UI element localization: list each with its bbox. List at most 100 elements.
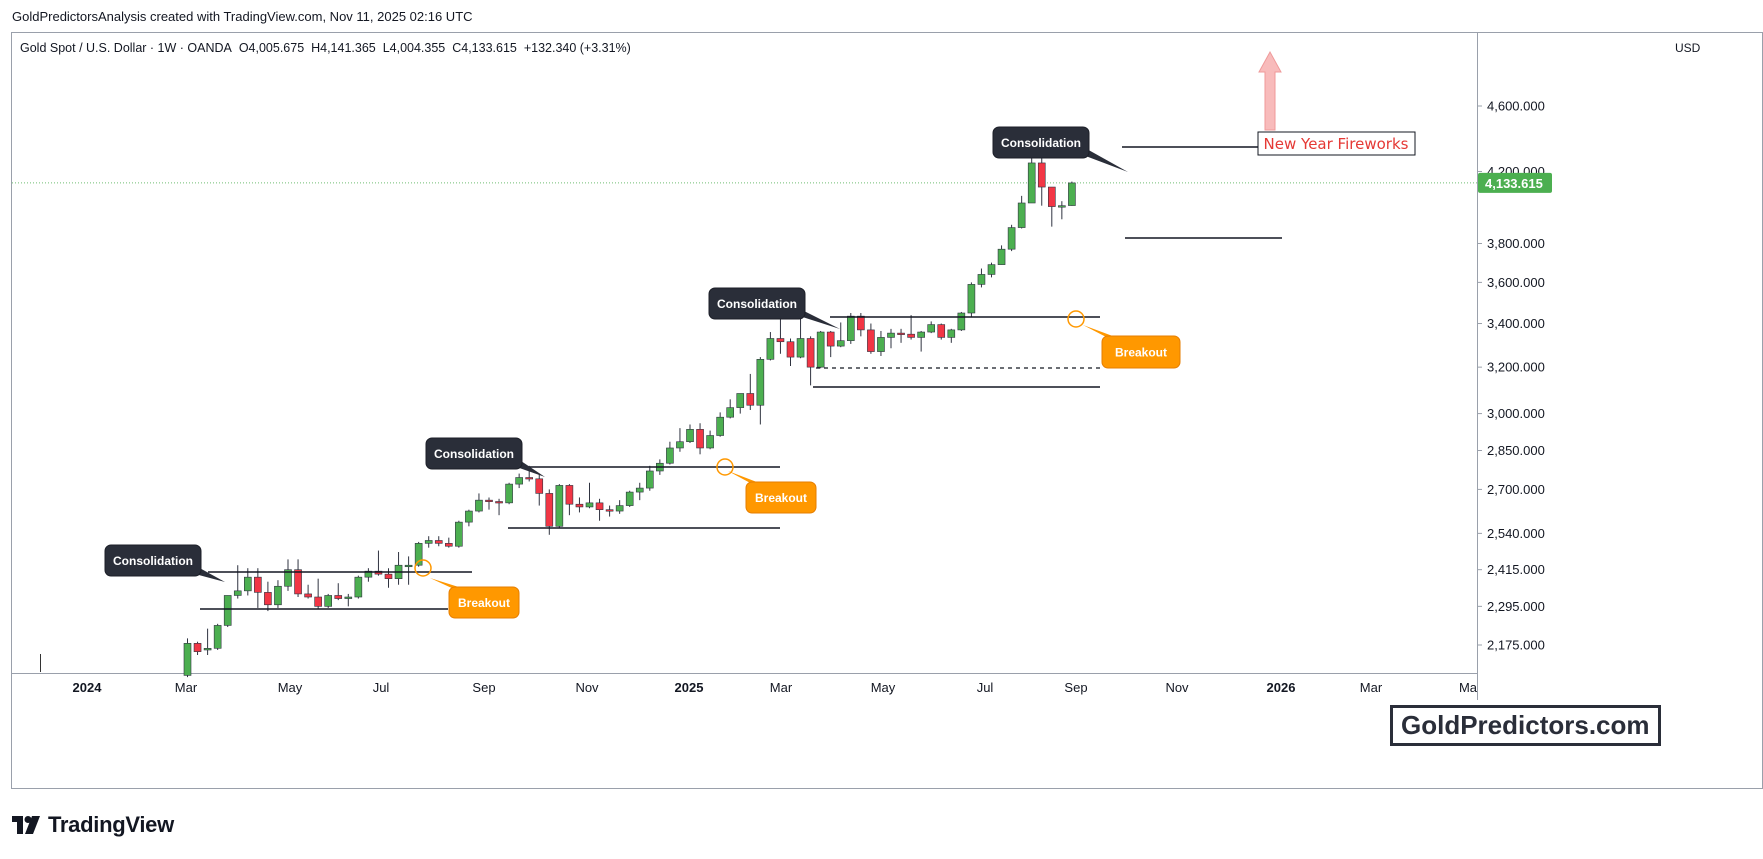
candle-up	[716, 416, 724, 436]
target-label-box	[1257, 131, 1416, 156]
last-price-badge	[1478, 172, 1552, 193]
candle-up	[455, 521, 463, 547]
y-tick-label: 3,000.000	[1487, 406, 1545, 421]
candle-up	[615, 505, 624, 512]
candle-up	[505, 483, 513, 504]
breakout-circle	[716, 458, 734, 476]
candle-up	[223, 595, 232, 626]
breakout-circle	[1067, 310, 1085, 328]
candle-down	[907, 333, 915, 338]
breakout-callout-box	[745, 481, 817, 514]
last-price-label: 4,133.615	[1485, 176, 1543, 191]
currency-label[interactable]: USD	[1675, 41, 1701, 55]
candle-down	[806, 338, 815, 368]
consolidation-callout-box	[425, 437, 523, 470]
y-tick-label: 3,600.000	[1487, 275, 1545, 290]
breakout-callout-label: Breakout	[755, 491, 807, 505]
candle-down	[565, 485, 574, 505]
x-tick-label: Nov	[1165, 680, 1189, 695]
candle-up	[344, 596, 353, 599]
candle-up	[1007, 227, 1016, 250]
candle-up	[676, 441, 684, 449]
candle-up	[244, 576, 252, 592]
candle-down	[304, 593, 312, 598]
candle-down	[595, 502, 604, 510]
y-tick-label: 3,400.000	[1487, 316, 1545, 331]
candle-down	[193, 643, 202, 652]
x-tick-label: 2024	[73, 680, 103, 695]
consolidation-callout-box	[104, 544, 202, 577]
consolidation-callout-label: Consolidation	[717, 297, 797, 311]
ohlc-change: +132.340 (+3.31%)	[523, 41, 631, 55]
candle-up	[324, 595, 333, 607]
candle-up	[475, 499, 483, 512]
x-tick-label: Mar	[1360, 680, 1383, 695]
candle-up	[1058, 205, 1066, 208]
candle-down	[264, 592, 272, 606]
candle-down	[254, 576, 262, 593]
candle-up	[846, 315, 855, 341]
consolidation-callout-box	[708, 287, 806, 320]
candle-down	[545, 493, 554, 527]
candle-up	[465, 510, 473, 523]
consolidation-callout-label: Consolidation	[1001, 136, 1081, 150]
candle-up	[585, 502, 594, 508]
tradingview-wordmark: TradingView	[48, 812, 174, 837]
candle-up	[625, 491, 634, 506]
x-tick-label: 2025	[675, 680, 704, 695]
candle-up	[1068, 182, 1076, 206]
target-arrow-icon	[1258, 50, 1282, 131]
breakout-callout-label: Breakout	[1115, 346, 1167, 360]
x-tick-label: Jul	[373, 680, 390, 695]
candle-up	[1017, 202, 1026, 228]
symbol-legend: Gold Spot / U.S. Dollar · 1W · OANDA O4,…	[20, 41, 631, 55]
y-tick-label: 2,175.000	[1487, 638, 1545, 653]
y-tick-label: 2,700.000	[1487, 482, 1545, 497]
ohlc-open: O4,005.675	[238, 41, 305, 55]
candle-up	[284, 569, 292, 587]
y-tick-label: 2,850.000	[1487, 443, 1545, 458]
chart-credit: GoldPredictorsAnalysis created with Trad…	[12, 9, 473, 24]
candle-up	[977, 274, 986, 285]
x-tick-label: 2026	[1267, 680, 1296, 695]
candle-up	[957, 312, 966, 331]
candle-down	[786, 341, 795, 358]
x-tick-label: May	[871, 680, 896, 695]
y-tick-label: 4,600.000	[1487, 99, 1545, 114]
candle-up	[515, 477, 523, 485]
candle-down	[384, 573, 393, 579]
watermark: GoldPredictors.com	[1390, 705, 1661, 746]
candle-up	[354, 576, 363, 598]
candle-down	[746, 393, 755, 406]
candle-down	[575, 503, 584, 508]
candle-up	[736, 393, 745, 408]
candle-up	[414, 543, 423, 566]
tradingview-logo-icon	[12, 816, 40, 834]
breakout-callout-box	[1101, 335, 1181, 369]
candle-up	[233, 590, 242, 596]
y-tick-label: 3,200.000	[1487, 360, 1545, 375]
candle-up	[726, 407, 735, 418]
candle-up	[917, 331, 925, 338]
candle-up	[364, 570, 373, 578]
candle-up	[404, 564, 413, 568]
x-tick-label: Sep	[472, 680, 495, 695]
symbol-name: Gold Spot / U.S. Dollar · 1W · OANDA	[20, 41, 232, 55]
candle-down	[444, 543, 453, 547]
candle-up	[645, 470, 654, 489]
x-tick-label: Ma	[1459, 680, 1478, 695]
ohlc-high: H4,141.365	[311, 41, 376, 55]
candle-up	[424, 540, 433, 544]
breakout-callout-box	[448, 586, 520, 619]
candle-up	[836, 340, 845, 347]
tradingview-brand[interactable]: TradingView	[12, 812, 174, 838]
candle-up	[213, 625, 222, 649]
candle-down	[1048, 186, 1056, 207]
candle-up	[796, 338, 805, 358]
candle-down	[826, 331, 835, 347]
candle-down	[294, 569, 302, 595]
consolidation-callout-label: Consolidation	[113, 554, 193, 568]
x-tick-label: Jul	[977, 680, 994, 695]
candle-down	[867, 329, 875, 352]
